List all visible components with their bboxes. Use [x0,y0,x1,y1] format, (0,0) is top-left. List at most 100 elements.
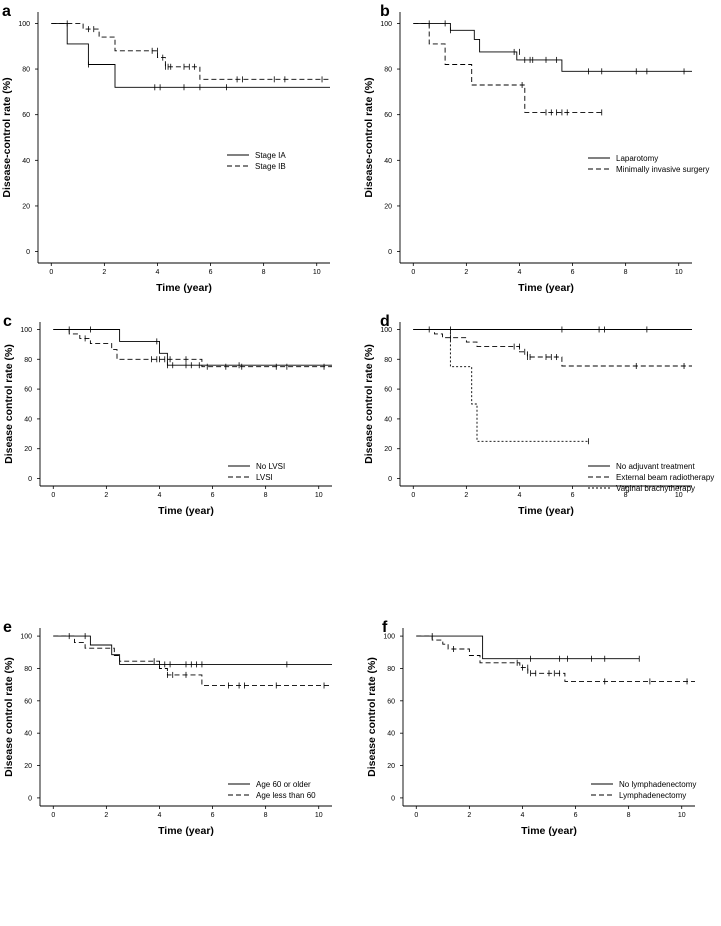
y-tick-label: 60 [24,698,32,705]
survival-curve-2 [413,22,602,113]
y-tick-label: 0 [28,795,32,802]
x-tick-label: 4 [518,269,522,276]
x-tick-label: 4 [158,812,162,819]
y-tick-label: 100 [380,327,392,334]
x-tick-label: 10 [675,492,683,499]
panel-label: c [3,313,12,330]
y-tick-label: 40 [384,158,392,165]
x-tick-label: 2 [104,812,108,819]
y-tick-label: 60 [384,112,392,119]
y-tick-label: 40 [387,731,395,738]
x-tick-label: 6 [211,812,215,819]
y-tick-label: 0 [388,476,392,483]
survival-curve-1 [51,22,330,88]
y-tick-label: 40 [24,731,32,738]
x-axis-label: Time (year) [158,825,214,837]
x-tick-label: 6 [571,492,575,499]
survival-curve-2 [53,635,332,686]
x-tick-label: 4 [521,812,525,819]
x-tick-label: 0 [49,269,53,276]
x-tick-label: 8 [264,812,268,819]
survival-curve-2 [413,329,692,367]
y-tick-label: 20 [384,203,392,210]
y-tick-label: 0 [28,476,32,483]
y-tick-label: 100 [383,634,395,641]
y-axis-label: Disease control rate (%) [3,344,15,464]
legend-label: No LVSI [256,462,285,471]
x-tick-label: 10 [313,269,321,276]
x-tick-label: 0 [51,492,55,499]
legend-label: No adjuvant treatment [616,462,695,471]
y-tick-label: 80 [384,357,392,364]
y-tick-label: 100 [20,327,32,334]
survival-curve-1 [53,635,332,665]
x-tick-label: 2 [467,812,471,819]
legend-label: Minimally invasive surgery [616,165,709,174]
x-tick-label: 4 [158,492,162,499]
survival-curve-1 [53,329,332,366]
survival-curve-3 [413,329,589,442]
x-tick-label: 8 [624,492,628,499]
x-tick-label: 8 [627,812,631,819]
y-tick-label: 60 [387,698,395,705]
legend-label: Age less than 60 [256,791,316,800]
x-axis-label: Time (year) [518,505,574,517]
legend-label: Laparotomy [616,154,658,163]
y-tick-label: 40 [24,416,32,423]
x-axis-label: Time (year) [156,282,212,294]
y-tick-label: 100 [20,634,32,641]
y-tick-label: 100 [18,21,30,28]
x-tick-label: 6 [574,812,578,819]
y-axis-label: Disease control rate (%) [366,657,378,777]
x-tick-label: 0 [51,812,55,819]
y-tick-label: 60 [384,387,392,394]
y-tick-label: 80 [24,666,32,673]
panel-label: d [380,313,390,330]
legend-label: No lymphadenectomy [619,780,696,789]
y-tick-label: 0 [391,795,395,802]
y-tick-label: 20 [384,446,392,453]
x-tick-label: 6 [211,492,215,499]
x-tick-label: 0 [414,812,418,819]
x-tick-label: 10 [678,812,686,819]
x-axis-label: Time (year) [158,505,214,517]
x-tick-label: 8 [624,269,628,276]
legend-label: Vaginal brachytherapy [616,484,695,493]
y-tick-label: 20 [22,203,30,210]
y-tick-label: 20 [387,763,395,770]
x-tick-label: 10 [675,269,683,276]
y-tick-label: 100 [380,21,392,28]
x-tick-label: 8 [264,492,268,499]
y-axis-label: Disease-control rate (%) [1,77,13,197]
panel-label: f [382,619,388,636]
panel-label: a [2,3,11,20]
survival-curve-2 [51,22,330,80]
legend-label: Age 60 or older [256,780,311,789]
y-tick-label: 80 [24,357,32,364]
x-tick-label: 4 [518,492,522,499]
legend-label: LVSI [256,473,273,482]
x-tick-label: 4 [156,269,160,276]
x-tick-label: 2 [464,492,468,499]
y-axis-label: Disease control rate (%) [363,344,375,464]
survival-curve-2 [416,635,695,682]
y-axis-label: Disease control rate (%) [3,657,15,777]
x-tick-label: 2 [102,269,106,276]
x-tick-label: 10 [315,812,323,819]
x-tick-label: 0 [411,269,415,276]
panel-label: e [3,619,12,636]
x-tick-label: 8 [262,269,266,276]
legend-label: Stage IB [255,162,286,171]
x-axis-label: Time (year) [521,825,577,837]
y-axis-label: Disease-control rate (%) [363,77,375,197]
x-tick-label: 0 [411,492,415,499]
y-tick-label: 40 [22,158,30,165]
y-tick-label: 60 [24,387,32,394]
x-tick-label: 6 [209,269,213,276]
